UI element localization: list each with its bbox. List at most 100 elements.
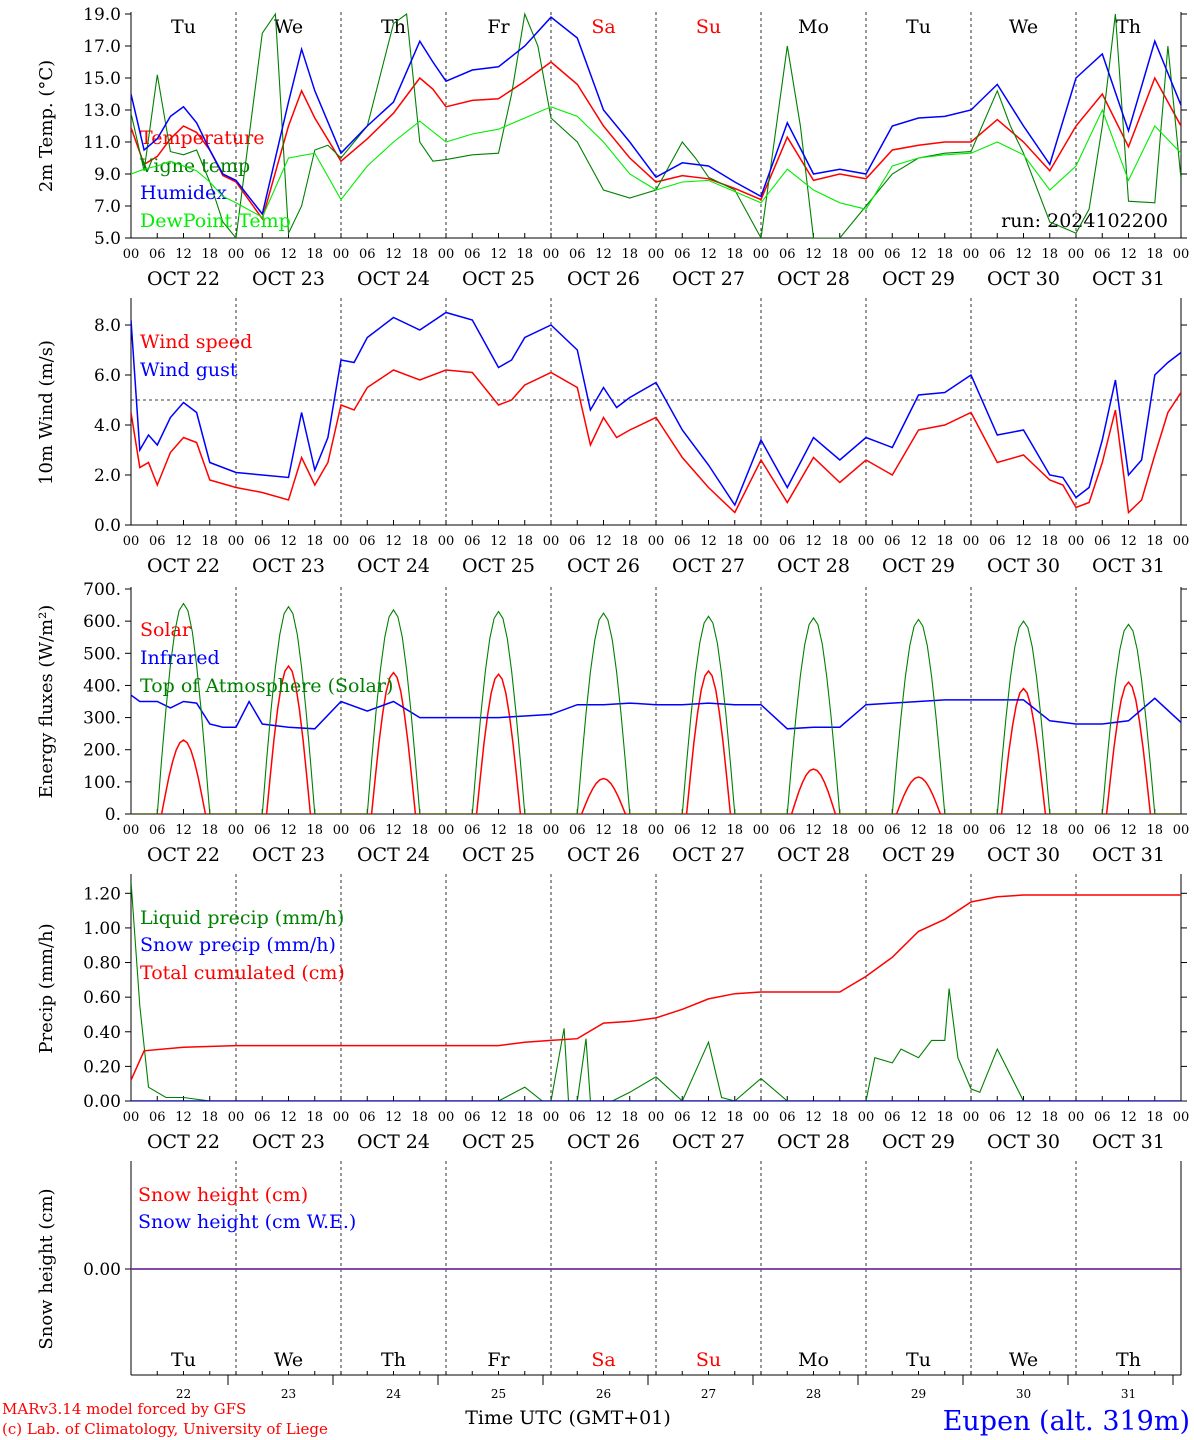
temp-date-label: OCT 27 bbox=[672, 268, 745, 290]
energy-hour-label: 06 bbox=[674, 823, 691, 838]
wind-hour-label: 12 bbox=[910, 534, 927, 549]
energy-hour-label: 18 bbox=[516, 823, 533, 838]
energy-hour-label: 00 bbox=[648, 823, 665, 838]
temp-hour-label: 18 bbox=[516, 247, 533, 262]
temp-hour-label: 00 bbox=[228, 247, 245, 262]
precip-hour-label: 12 bbox=[595, 1110, 612, 1125]
precip-date-label: OCT 25 bbox=[462, 1131, 535, 1153]
wind-hour-label: 18 bbox=[831, 534, 848, 549]
temp-hour-label: 06 bbox=[464, 247, 481, 262]
precip-hour-label: 12 bbox=[1015, 1110, 1032, 1125]
temp-hour-label: 12 bbox=[700, 247, 717, 262]
model-credit: MARv3.14 model forced by GFS bbox=[2, 1400, 246, 1418]
wind-ytick-label: 8.0 bbox=[94, 316, 121, 336]
energy-hour-label: 18 bbox=[1041, 823, 1058, 838]
wind-panel: 0.0 2.0 4.0 6.0 8.0 10m Wind (m/s) 00 06 12 18 00 0… bbox=[36, 298, 1189, 577]
precip-hour-label: 18 bbox=[306, 1110, 323, 1125]
temp-hour-label: 12 bbox=[805, 247, 822, 262]
energy-ytick-label: 0. bbox=[105, 805, 121, 825]
temp-date-label: OCT 24 bbox=[357, 268, 430, 290]
precip-hour-label: 18 bbox=[831, 1110, 848, 1125]
wind-hour-label: 12 bbox=[490, 534, 507, 549]
temp-hour-label: 00 bbox=[543, 247, 560, 262]
snow-day-number: 29 bbox=[911, 1387, 926, 1401]
precip-hour-label: 06 bbox=[254, 1110, 271, 1125]
energy-hour-label: 00 bbox=[963, 823, 980, 838]
wind-hour-label: 06 bbox=[674, 534, 691, 549]
energy-hour-label: 12 bbox=[490, 823, 507, 838]
precip-series-total-cumulated-cm- bbox=[131, 894, 1181, 1081]
energy-date-label: OCT 27 bbox=[672, 844, 745, 866]
temp-ytick-label: 17.0 bbox=[83, 37, 121, 57]
energy-hour-label: 18 bbox=[831, 823, 848, 838]
wind-hour-label: 12 bbox=[280, 534, 297, 549]
snow-day-name: Th bbox=[1116, 1349, 1141, 1371]
wind-hour-label: 00 bbox=[648, 534, 665, 549]
wind-hour-label: 06 bbox=[989, 534, 1006, 549]
energy-hour-label: 00 bbox=[1068, 823, 1085, 838]
precip-hour-label: 06 bbox=[569, 1110, 586, 1125]
precip-hour-label: 12 bbox=[175, 1110, 192, 1125]
energy-date-label: OCT 24 bbox=[357, 844, 430, 866]
temp-hour-label: 06 bbox=[884, 247, 901, 262]
energy-hour-label: 00 bbox=[333, 823, 350, 838]
precip-date-label: OCT 23 bbox=[252, 1131, 325, 1153]
energy-ytick-label: 700. bbox=[83, 580, 121, 600]
energy-hour-label: 06 bbox=[359, 823, 376, 838]
temp-hour-label: 00 bbox=[1173, 247, 1190, 262]
precip-hour-label: 00 bbox=[438, 1110, 455, 1125]
energy-date-label: OCT 26 bbox=[567, 844, 640, 866]
energy-hour-label: 12 bbox=[385, 823, 402, 838]
precip-hour-label: 18 bbox=[936, 1110, 953, 1125]
precip-legend-entry: Liquid precip (mm/h) bbox=[140, 907, 344, 929]
wind-hour-label: 12 bbox=[1120, 534, 1137, 549]
precip-hour-label: 12 bbox=[490, 1110, 507, 1125]
temp-legend-entry: Vigne temp bbox=[139, 155, 250, 177]
precip-legend-entry: Snow precip (mm/h) bbox=[140, 934, 336, 956]
wind-hour-label: 00 bbox=[1068, 534, 1085, 549]
precip-hour-label: 12 bbox=[385, 1110, 402, 1125]
energy-series-infrared bbox=[131, 694, 1181, 730]
snow-day-number: 26 bbox=[596, 1387, 611, 1401]
energy-hour-label: 12 bbox=[595, 823, 612, 838]
temp-hour-label: 06 bbox=[569, 247, 586, 262]
snow-day-number: 23 bbox=[281, 1387, 296, 1401]
temp-hour-label: 12 bbox=[1120, 247, 1137, 262]
energy-hour-label: 18 bbox=[1146, 823, 1163, 838]
wind-hour-label: 00 bbox=[1173, 534, 1190, 549]
energy-hour-label: 12 bbox=[910, 823, 927, 838]
energy-hour-label: 00 bbox=[753, 823, 770, 838]
precip-hour-label: 06 bbox=[359, 1110, 376, 1125]
precip-ytick-label: 1.00 bbox=[83, 919, 121, 939]
energy-hour-label: 12 bbox=[1120, 823, 1137, 838]
precip-ytick-label: 0.20 bbox=[83, 1057, 121, 1077]
snow-day-name: Tu bbox=[906, 1349, 931, 1371]
snow-day-number: 30 bbox=[1016, 1387, 1031, 1401]
wind-hour-label: 06 bbox=[569, 534, 586, 549]
temp-series-temperature bbox=[131, 61, 1181, 221]
precip-hour-label: 00 bbox=[543, 1110, 560, 1125]
temp-ylabel: 2m Temp. (°C) bbox=[36, 60, 57, 192]
precip-hour-label: 00 bbox=[753, 1110, 770, 1125]
wind-hour-label: 00 bbox=[858, 534, 875, 549]
precip-hour-label: 06 bbox=[674, 1110, 691, 1125]
precip-ylabel: Precip (mm/h) bbox=[36, 923, 57, 1053]
precip-date-label: OCT 26 bbox=[567, 1131, 640, 1153]
energy-panel: 0. 100. 200. 300. 400. 500. 600. 700. Energy flu… bbox=[36, 580, 1189, 866]
snow-day-name: Su bbox=[696, 1349, 721, 1371]
precip-hour-label: 00 bbox=[963, 1110, 980, 1125]
wind-ytick-label: 0.0 bbox=[94, 516, 121, 536]
wind-hour-label: 00 bbox=[123, 534, 140, 549]
lab-credit: (c) Lab. of Climatology, University of L… bbox=[2, 1420, 328, 1438]
energy-hour-label: 00 bbox=[858, 823, 875, 838]
snow-day-name: Th bbox=[381, 1349, 406, 1371]
energy-ytick-label: 100. bbox=[83, 773, 121, 793]
temp-hour-label: 18 bbox=[1041, 247, 1058, 262]
temp-hour-label: 12 bbox=[175, 247, 192, 262]
temp-date-label: OCT 30 bbox=[987, 268, 1060, 290]
temp-hour-label: 06 bbox=[359, 247, 376, 262]
wind-hour-label: 00 bbox=[753, 534, 770, 549]
temp-date-label: OCT 31 bbox=[1092, 268, 1165, 290]
precip-hour-label: 12 bbox=[1120, 1110, 1137, 1125]
